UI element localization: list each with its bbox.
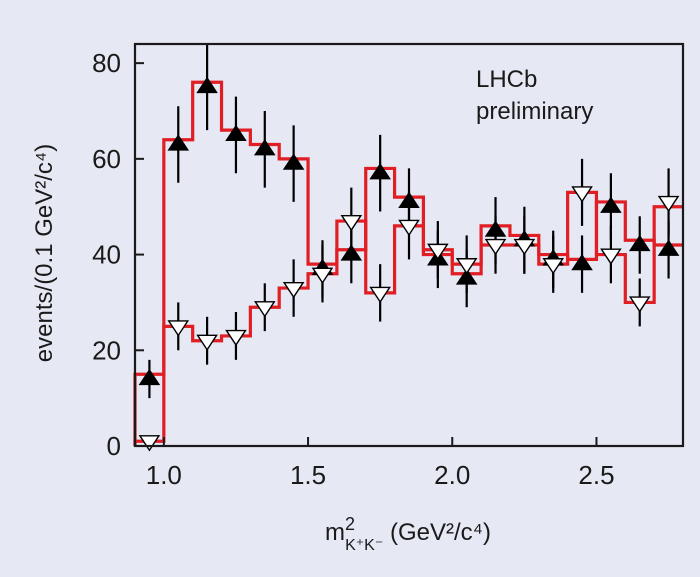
open-triangle-marker	[657, 195, 680, 213]
axis-ticks: 0 20 40 60 80 1.0 1.5 2.0 2.5	[92, 48, 614, 490]
filled-point-2	[167, 106, 190, 183]
filled-triangle-marker	[657, 239, 680, 256]
open-triangle-marker	[282, 281, 305, 299]
x-tick-label: 1.0	[146, 460, 182, 490]
x-tick-label: 2.5	[578, 460, 614, 490]
y-tick-label: 0	[107, 431, 121, 461]
open-point-7	[311, 245, 334, 303]
x-axis-title-sup: 2	[345, 514, 355, 534]
x-tick-label: 1.5	[290, 460, 326, 490]
open-triangle-marker	[484, 238, 507, 256]
open-triangle-marker	[600, 248, 622, 265]
open-triangle-marker	[369, 286, 391, 304]
step-histogram-2	[133, 190, 683, 446]
annotation-lhcb: LHCb	[476, 66, 537, 93]
x-axis-title-units: (GeV²/c⁴)	[383, 519, 491, 546]
open-triangle-marker	[253, 301, 276, 318]
open-triangle-marker	[167, 320, 190, 337]
filled-point-16	[571, 235, 593, 293]
step-histogram-1	[133, 80, 683, 446]
open-point-11	[427, 221, 449, 279]
open-point-17	[600, 225, 622, 284]
filled-triangle-marker	[369, 162, 391, 180]
filled-triangle-marker	[628, 234, 651, 252]
open-triangle-marker	[628, 296, 651, 313]
filled-point-9	[369, 134, 391, 212]
filled-point-6	[282, 125, 305, 202]
filled-point-3	[196, 44, 218, 131]
filled-triangle-marker	[138, 368, 161, 386]
filled-triangle-marker	[282, 153, 305, 170]
filled-triangle-marker	[225, 124, 247, 142]
open-point-2	[167, 302, 190, 351]
open-triangle-marker	[340, 214, 363, 232]
y-tick-label: 60	[92, 144, 121, 174]
data-points	[138, 44, 680, 452]
y-tick-label: 40	[92, 240, 121, 270]
filled-triangle-marker	[600, 196, 622, 213]
open-point-19	[657, 168, 680, 236]
open-point-10	[398, 192, 420, 260]
y-tick-label: 20	[92, 335, 121, 365]
filled-point-5	[253, 111, 276, 188]
open-point-12	[455, 235, 478, 293]
annotation-preliminary: preliminary	[476, 98, 593, 125]
open-point-13	[484, 216, 507, 274]
open-point-14	[513, 216, 536, 274]
open-triangle-marker	[455, 258, 478, 275]
open-point-9	[369, 264, 391, 322]
x-axis-title-sub: K⁺K⁻	[345, 537, 383, 554]
step-histograms	[133, 80, 683, 446]
open-triangle-marker	[571, 186, 593, 203]
y-axis-title: events/(0.1 GeV²/c⁴)	[31, 144, 58, 362]
filled-triangle-marker	[196, 76, 218, 94]
filled-point-18	[628, 216, 651, 274]
x-axis-title-base: m	[325, 519, 345, 546]
x-axis-title: m2 K⁺K⁻ (GeV²/c⁴)	[325, 514, 491, 554]
open-point-8	[340, 187, 363, 255]
open-point-1	[138, 435, 161, 452]
plot-frame	[133, 42, 685, 448]
open-point-3	[196, 316, 218, 365]
filled-point-1	[138, 359, 161, 399]
open-point-16	[571, 158, 593, 226]
open-triangle-marker	[513, 238, 536, 256]
open-triangle-marker	[311, 267, 334, 284]
open-triangle-marker	[138, 435, 161, 452]
open-triangle-marker	[225, 329, 247, 347]
y-tick-label: 80	[92, 48, 121, 78]
filled-point-4	[225, 96, 247, 174]
filled-triangle-marker	[253, 139, 276, 156]
open-triangle-marker	[542, 258, 565, 275]
open-point-5	[253, 283, 276, 332]
x-tick-label: 2.0	[434, 460, 470, 490]
open-point-6	[282, 259, 305, 317]
filled-triangle-marker	[571, 253, 593, 271]
open-triangle-marker	[196, 334, 218, 351]
open-triangle-marker	[398, 219, 420, 237]
open-point-18	[628, 278, 651, 327]
open-point-4	[225, 312, 247, 360]
open-triangle-marker	[427, 243, 449, 261]
filled-triangle-marker	[167, 134, 190, 151]
open-point-15	[542, 235, 565, 293]
